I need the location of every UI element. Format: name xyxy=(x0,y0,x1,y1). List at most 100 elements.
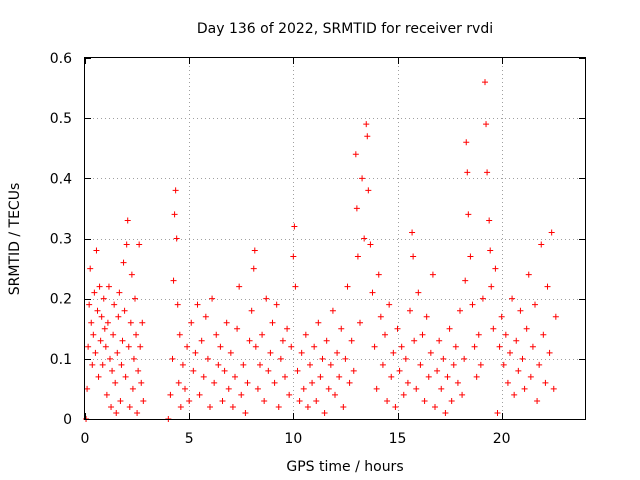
axis-layer: 0 5 10 15 20 0 0.1 0.2 0.3 0.4 0.5 0.6 xyxy=(50,51,585,447)
data-point xyxy=(325,385,332,392)
data-point xyxy=(419,331,426,338)
data-point xyxy=(294,367,301,374)
data-point xyxy=(115,313,122,320)
data-point xyxy=(273,301,280,308)
data-point xyxy=(444,373,451,380)
data-point xyxy=(103,391,110,398)
data-point xyxy=(196,391,203,398)
data-point xyxy=(248,307,255,314)
data-point xyxy=(471,343,478,350)
data-point xyxy=(271,379,278,386)
data-point xyxy=(463,139,470,146)
data-point xyxy=(265,367,272,374)
data-point xyxy=(363,121,370,128)
data-point xyxy=(202,313,209,320)
data-point xyxy=(507,349,513,356)
data-point xyxy=(359,175,366,182)
data-point xyxy=(390,349,397,356)
data-point xyxy=(167,391,174,398)
data-point xyxy=(434,367,441,374)
data-point xyxy=(204,355,211,362)
data-point xyxy=(367,241,374,248)
data-point xyxy=(96,283,103,290)
data-point xyxy=(342,355,349,362)
data-point xyxy=(113,409,120,416)
x-tick-label: 0 xyxy=(81,431,90,447)
data-point xyxy=(200,373,207,380)
data-point xyxy=(302,331,309,338)
data-point xyxy=(91,289,98,296)
data-point xyxy=(413,385,420,392)
data-point xyxy=(411,337,418,344)
data-point xyxy=(194,301,201,308)
data-point xyxy=(132,295,138,302)
data-point xyxy=(112,379,119,386)
data-point xyxy=(496,343,503,350)
y-axis-label: SRMTID / TECUs xyxy=(7,183,23,296)
data-point xyxy=(523,325,530,332)
data-point xyxy=(284,325,291,332)
data-point xyxy=(97,337,104,344)
data-point xyxy=(400,391,407,398)
data-point xyxy=(300,385,307,392)
data-point xyxy=(88,319,95,326)
data-point xyxy=(87,265,94,272)
y-tick-label: 0.3 xyxy=(50,232,72,248)
data-point xyxy=(179,361,186,368)
data-point xyxy=(240,361,247,368)
data-point xyxy=(84,385,91,392)
data-point xyxy=(509,295,516,302)
data-point xyxy=(227,349,234,356)
data-point xyxy=(392,403,399,410)
y-tick-label: 0.4 xyxy=(50,171,72,187)
x-tick-label: 10 xyxy=(284,431,302,447)
data-point xyxy=(334,349,341,356)
data-point xyxy=(121,307,128,314)
data-point xyxy=(267,349,274,356)
data-point xyxy=(182,385,188,392)
data-point xyxy=(176,331,183,338)
data-point xyxy=(111,301,118,308)
data-point xyxy=(521,385,528,392)
data-point xyxy=(120,259,127,266)
data-point xyxy=(304,403,311,410)
data-point xyxy=(292,283,299,290)
data-point xyxy=(461,355,468,362)
data-point xyxy=(92,349,99,356)
data-point xyxy=(250,265,257,272)
data-point xyxy=(469,301,476,308)
data-point xyxy=(502,331,509,338)
data-point xyxy=(550,385,557,392)
data-point xyxy=(282,373,288,380)
data-point xyxy=(90,331,97,338)
data-point xyxy=(482,79,488,86)
data-point xyxy=(198,337,205,344)
data-point xyxy=(321,409,328,416)
data-point xyxy=(442,409,449,416)
data-point xyxy=(277,355,284,362)
data-point xyxy=(317,373,324,380)
data-point xyxy=(225,385,232,392)
data-point xyxy=(487,247,494,254)
data-point xyxy=(309,379,316,386)
data-point xyxy=(174,301,181,308)
data-point xyxy=(329,307,336,314)
data-point xyxy=(364,133,371,140)
data-point xyxy=(123,241,130,248)
data-point xyxy=(527,373,534,380)
data-point xyxy=(438,385,445,392)
data-point xyxy=(402,355,409,362)
data-point xyxy=(340,403,347,410)
chart-title: Day 136 of 2022, SRMTID for receiver rvd… xyxy=(197,21,493,37)
data-point xyxy=(323,337,330,344)
data-point xyxy=(386,301,393,308)
data-point xyxy=(532,301,538,308)
data-point xyxy=(109,367,116,374)
data-point xyxy=(517,307,524,314)
data-point xyxy=(479,295,486,302)
data-point xyxy=(504,379,511,386)
data-point xyxy=(467,253,474,260)
data-point xyxy=(234,325,241,332)
data-point xyxy=(371,343,378,350)
